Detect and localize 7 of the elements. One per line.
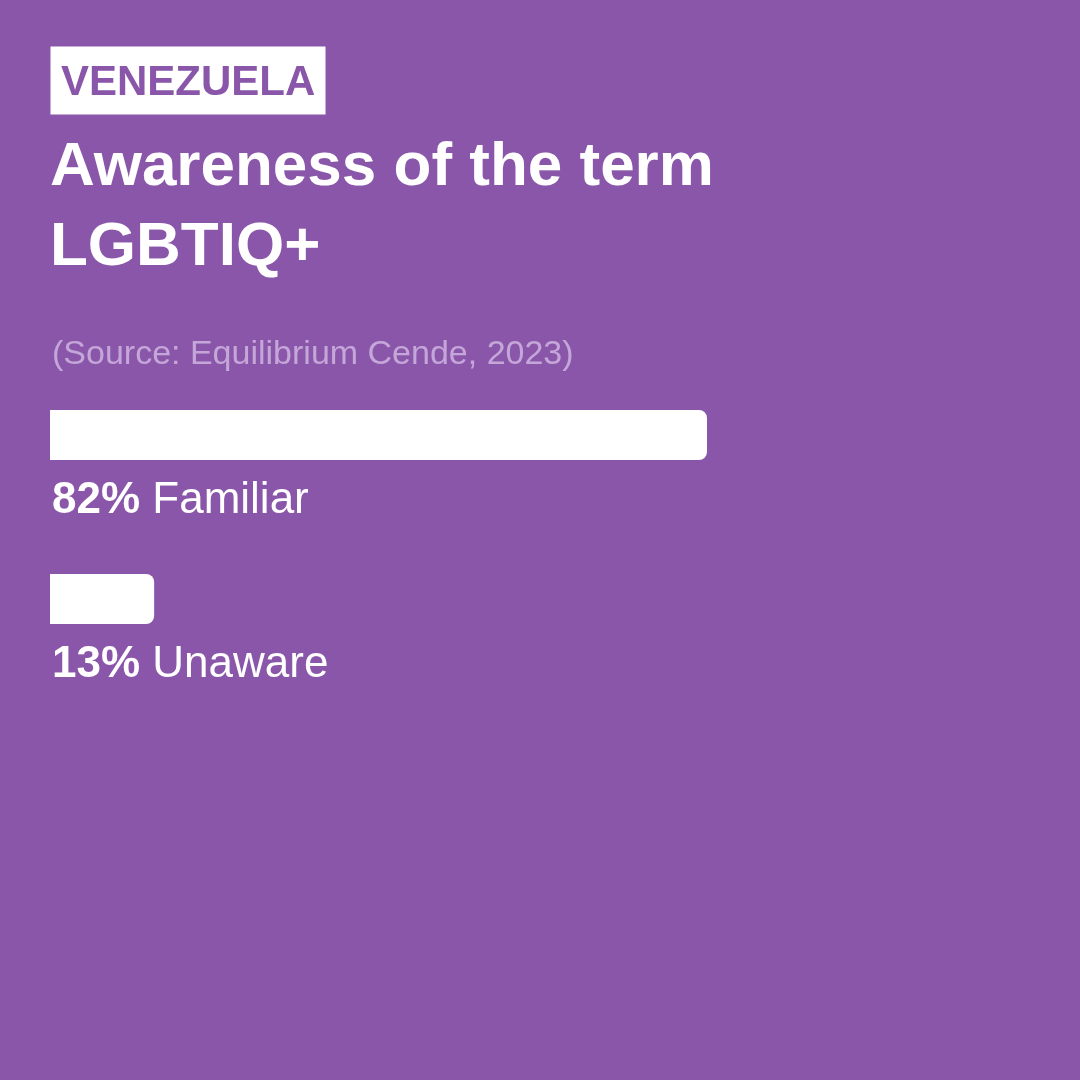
y-tick-label: Familiar	[152, 473, 309, 522]
chart-title: Awareness of the term LGBTIQ+	[50, 128, 714, 279]
text: (Source: Equilibrium Cende, 2023)	[52, 333, 574, 371]
y-tick-label: Unaware	[152, 637, 329, 686]
text: VENEZUELA	[61, 57, 316, 104]
data-label: 82%	[52, 473, 141, 522]
data-label: 13%	[52, 637, 141, 686]
